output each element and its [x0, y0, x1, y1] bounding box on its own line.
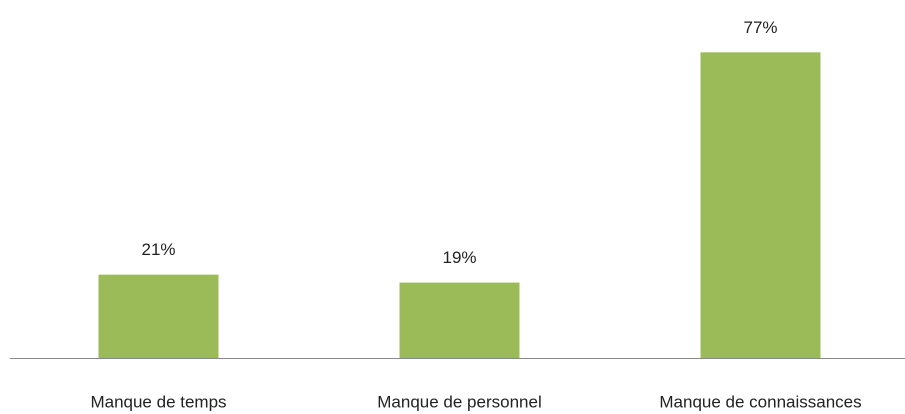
x-tick-label: Manque de connaissances [659, 392, 861, 411]
data-label: 77% [743, 18, 777, 37]
data-label: 19% [442, 248, 476, 267]
x-tick-label: Manque de personnel [377, 392, 541, 411]
data-label: 21% [141, 240, 175, 259]
bar [98, 274, 219, 358]
bar [700, 52, 821, 359]
bar [399, 282, 520, 358]
x-tick-label: Manque de temps [90, 392, 226, 411]
